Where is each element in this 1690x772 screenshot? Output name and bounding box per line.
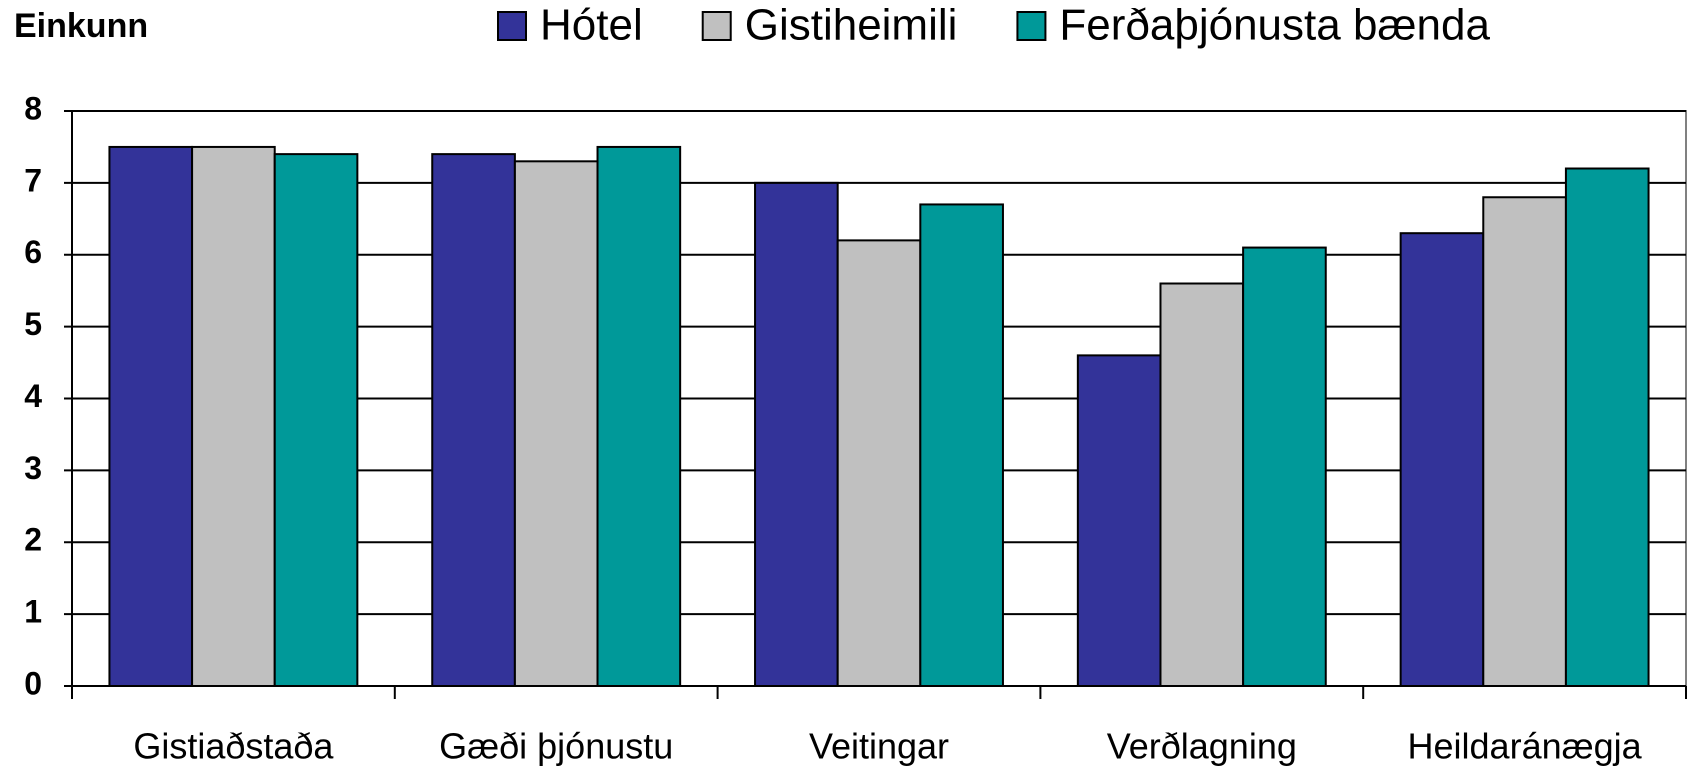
legend-label: Gistiheimili [745, 1, 958, 50]
x-tick-label: Verðlagning [1107, 726, 1297, 767]
bar [1242, 246, 1327, 687]
bar [836, 239, 922, 687]
y-tick-label: 0 [24, 665, 42, 701]
legend-label: Ferðaþjónusta bænda [1059, 1, 1490, 50]
bar [108, 145, 194, 687]
bar [191, 145, 276, 687]
x-tick-label: Veitingar [809, 726, 949, 767]
y-tick-label: 2 [24, 522, 42, 558]
legend-swatch [701, 11, 732, 41]
bar [1564, 167, 1650, 687]
bar [754, 181, 839, 687]
bar [431, 153, 516, 687]
legend-swatch [497, 11, 527, 41]
y-tick-label: 3 [24, 450, 42, 486]
bar [1399, 232, 1485, 687]
y-tick-label: 4 [24, 378, 42, 414]
y-tick-label: 8 [24, 90, 42, 126]
y-axis-label: Einkunn [14, 7, 148, 45]
bar [1482, 196, 1567, 687]
bar [1159, 282, 1245, 687]
y-tick-label: 1 [24, 594, 42, 630]
y-tick-label: 7 [24, 162, 42, 198]
bar [513, 160, 599, 687]
legend-label: Hótel [540, 1, 643, 50]
y-tick-label: 5 [24, 306, 42, 342]
bar [1076, 354, 1162, 687]
bar [919, 203, 1004, 687]
bar [596, 145, 682, 687]
y-tick-label: 6 [24, 234, 42, 270]
x-tick-label: Gistiaðstaða [133, 726, 334, 767]
bar [273, 153, 359, 687]
x-tick-label: Heildaránægja [1408, 726, 1643, 767]
x-tick-label: Gæði þjónustu [439, 726, 673, 767]
legend-swatch [1016, 11, 1047, 41]
